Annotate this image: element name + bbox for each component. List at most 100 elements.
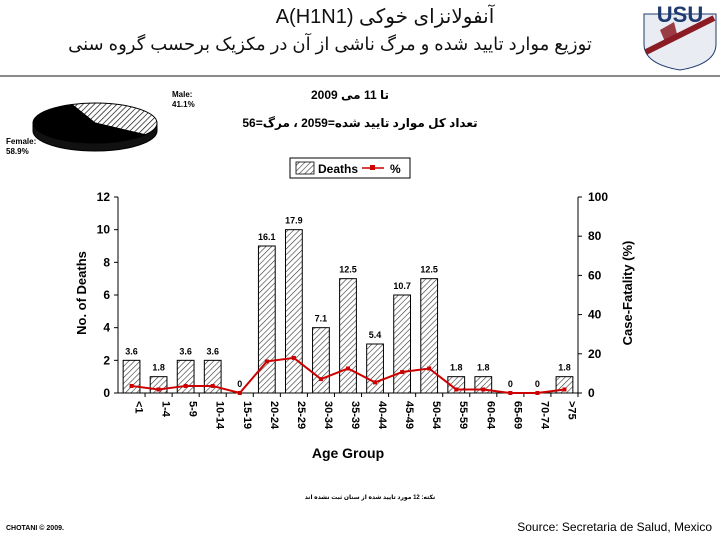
pie-label-male: Male: 41.1% — [172, 90, 195, 110]
totals-line: تعداد کل موارد تایید شده=2059 ، مرگ=56 — [242, 116, 478, 130]
point-case-fatality — [318, 377, 323, 382]
x-axis-label: Age Group — [312, 445, 384, 461]
y-axis-label-left: No. of Deaths — [74, 251, 89, 335]
y-tick-label-left: 0 — [103, 386, 110, 400]
date-line: تا 11 می 2009 — [311, 88, 389, 102]
point-case-fatality — [183, 383, 188, 388]
data-label: 3.6 — [206, 346, 219, 356]
data-label: 0 — [508, 379, 513, 389]
x-tick-label: 25-29 — [295, 401, 307, 429]
y-tick-label-left: 6 — [103, 288, 110, 302]
point-case-fatality — [129, 383, 134, 388]
point-case-fatality — [400, 370, 405, 375]
y-tick-label-left: 2 — [103, 353, 110, 367]
data-label: 12.5 — [339, 265, 357, 275]
slide-title: آنفولانزای خوکی A(H1N1) — [275, 6, 495, 28]
point-case-fatality — [562, 387, 567, 392]
y-tick-label-right: 80 — [588, 229, 602, 243]
point-case-fatality — [156, 387, 161, 392]
x-tick-label: 5-9 — [187, 401, 199, 417]
legend-percent-marker — [370, 165, 375, 170]
y-tick-label-left: 10 — [97, 223, 111, 237]
bar-deaths-50-54 — [420, 278, 439, 394]
x-tick-label: 20-24 — [268, 401, 280, 430]
data-label: 16.1 — [258, 232, 276, 242]
point-case-fatality — [237, 391, 242, 395]
data-label: 3.6 — [125, 346, 138, 356]
point-case-fatality — [291, 355, 296, 360]
y-tick-label-left: 8 — [103, 255, 110, 269]
data-label: 0 — [237, 379, 242, 389]
point-case-fatality — [481, 387, 486, 392]
y-tick-label-right: 0 — [588, 386, 595, 400]
y-tick-label-right: 60 — [588, 268, 602, 282]
x-tick-label: 35-39 — [349, 401, 361, 429]
data-label: 1.8 — [477, 363, 490, 373]
point-case-fatality — [264, 359, 269, 364]
footnote: نکته: 12 مورد تایید شده از سنان ثبت نشده… — [304, 495, 436, 501]
point-case-fatality — [508, 391, 513, 395]
data-label: 0 — [535, 379, 540, 389]
chart-legend: Deaths % — [289, 157, 411, 179]
bar-deaths-<1 — [122, 359, 141, 394]
bar-deaths-25-29 — [284, 229, 303, 394]
bar-deaths-40-44 — [366, 343, 384, 394]
pie-slice-female — [32, 103, 147, 144]
point-case-fatality — [210, 383, 215, 388]
data-label: 1.8 — [450, 363, 463, 373]
header-divider — [0, 75, 720, 77]
y-axis-label-right: Case-Fatality (%) — [620, 241, 635, 346]
x-tick-label: >75 — [565, 401, 577, 420]
point-case-fatality — [454, 387, 459, 392]
bar-deaths-10-14 — [203, 359, 222, 394]
x-tick-label: <1 — [133, 401, 145, 414]
y-tick-label-right: 20 — [588, 347, 602, 361]
data-label: 5.4 — [369, 330, 382, 340]
x-tick-label: 70-74 — [538, 401, 550, 430]
data-label: 3.6 — [179, 346, 192, 356]
x-tick-label: 10-14 — [214, 401, 226, 430]
point-case-fatality — [535, 391, 540, 395]
y-tick-label-left: 4 — [103, 321, 110, 335]
logo-text: USU — [657, 2, 703, 27]
gender-pie-chart — [32, 102, 158, 152]
x-tick-label: 55-59 — [457, 401, 469, 429]
data-label: 10.7 — [393, 281, 411, 291]
pie-male-value: 41.1% — [172, 100, 195, 109]
point-case-fatality — [427, 366, 432, 371]
pie-male-label: Male: — [172, 90, 193, 99]
bar-deaths-30-34 — [312, 327, 330, 394]
pie-female-label: Female: — [6, 137, 37, 146]
source-credit: Source: Secretaria de Salud, Mexico — [517, 520, 712, 534]
pie-label-female: Female: 58.9% — [6, 137, 36, 157]
slide-subtitle: توزیع موارد تایید شده و مرگ ناشی از آن د… — [68, 34, 592, 54]
copyright: CHOTANI © 2009. — [6, 525, 64, 532]
y-tick-label-right: 100 — [588, 190, 608, 204]
bar-deaths-20-24 — [257, 245, 276, 394]
x-tick-label: 1-4 — [160, 401, 172, 418]
x-tick-label: 30-34 — [322, 401, 334, 430]
data-label: 12.5 — [420, 265, 438, 275]
legend-deaths-label: Deaths — [318, 162, 358, 176]
pie-female-value: 58.9% — [6, 147, 29, 156]
data-label: 17.9 — [285, 216, 303, 226]
point-case-fatality — [346, 366, 350, 371]
data-label: 1.8 — [558, 363, 571, 373]
deaths-by-age-chart: Deaths % 0 2 4 6 8 10 12 0 20 40 60 80 100 <1 1-4 5-9 1… — [74, 157, 635, 461]
pie-slice-male — [70, 102, 158, 136]
legend-percent-label: % — [390, 162, 401, 176]
data-label: 7.1 — [315, 314, 328, 324]
usu-logo: USU — [643, 2, 717, 71]
y-tick-label-right: 40 — [588, 308, 602, 322]
legend-deaths-swatch — [295, 161, 315, 175]
point-case-fatality — [373, 380, 378, 385]
x-tick-label: 40-44 — [376, 401, 388, 430]
bar-deaths->75 — [555, 376, 574, 394]
y-tick-label-left: 12 — [97, 190, 111, 204]
bar-deaths-35-39 — [339, 278, 357, 394]
x-tick-label: 45-49 — [403, 401, 415, 429]
x-tick-label: 15-19 — [241, 401, 253, 429]
bar-deaths-5-9 — [176, 359, 195, 394]
x-tick-label: 50-54 — [430, 401, 442, 430]
bar-deaths-45-49 — [393, 294, 412, 394]
